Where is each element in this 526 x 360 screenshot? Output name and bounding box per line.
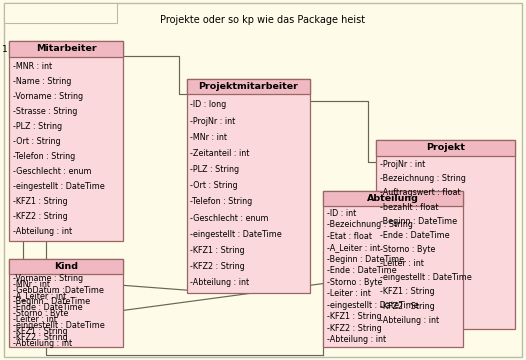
Text: -Abteilung : int: -Abteilung : int: [13, 339, 72, 348]
Text: -Vorname : String: -Vorname : String: [13, 92, 83, 101]
Text: -PLZ : String: -PLZ : String: [13, 122, 62, 131]
Text: -Zeitanteil : int: -Zeitanteil : int: [190, 149, 250, 158]
Text: -Auftragswert : float: -Auftragswert : float: [380, 189, 460, 198]
Text: -KFZ1 : String: -KFZ1 : String: [13, 197, 68, 206]
Text: -Bezeichnung : String: -Bezeichnung : String: [380, 174, 466, 183]
Text: -A_Leiter : int: -A_Leiter : int: [13, 292, 66, 301]
FancyBboxPatch shape: [376, 140, 515, 329]
Text: -MNr : int: -MNr : int: [190, 133, 227, 142]
Text: -ProjNr : int: -ProjNr : int: [380, 160, 425, 169]
Text: -PLZ : String: -PLZ : String: [190, 165, 239, 174]
Text: -ID : long: -ID : long: [190, 100, 227, 109]
Text: Projektmitarbeiter: Projektmitarbeiter: [199, 82, 298, 91]
Text: Projekt: Projekt: [426, 143, 466, 153]
Text: -Leiter : int: -Leiter : int: [380, 259, 423, 268]
Text: -Bezeichnung : String: -Bezeichnung : String: [327, 220, 413, 229]
Text: -Strasse : String: -Strasse : String: [13, 107, 77, 116]
Text: -KFZ2 : String: -KFZ2 : String: [190, 262, 245, 271]
Text: -Beginn : DateTime: -Beginn : DateTime: [13, 297, 90, 306]
Text: -eingestellt : DateTime: -eingestellt : DateTime: [380, 273, 471, 282]
Text: -Storno : Byte: -Storno : Byte: [380, 245, 435, 254]
Text: -Ort : String: -Ort : String: [190, 181, 238, 190]
Text: -Ende : DateTime: -Ende : DateTime: [327, 266, 397, 275]
FancyBboxPatch shape: [376, 140, 515, 156]
Text: -KFZ1 : String: -KFZ1 : String: [380, 287, 434, 296]
Text: -MNr : int: -MNr : int: [13, 280, 50, 289]
Text: -ProjNr : int: -ProjNr : int: [190, 117, 236, 126]
Text: -Telefon : String: -Telefon : String: [13, 152, 75, 161]
FancyBboxPatch shape: [9, 259, 123, 274]
Text: -Ort : String: -Ort : String: [13, 137, 61, 146]
Text: -Ende : DateTime: -Ende : DateTime: [13, 303, 83, 312]
FancyBboxPatch shape: [4, 3, 117, 23]
Text: -Beginn : DateTime: -Beginn : DateTime: [327, 255, 404, 264]
Text: -MNR : int: -MNR : int: [13, 62, 52, 71]
Text: -KFZ1 : String: -KFZ1 : String: [190, 246, 245, 255]
Text: -Abteilung : int: -Abteilung : int: [380, 316, 439, 325]
Text: -eingestellt : DateTime: -eingestellt : DateTime: [327, 301, 419, 310]
Text: -KFZ1 : String: -KFZ1 : String: [327, 312, 382, 321]
Text: -Abteilung : int: -Abteilung : int: [13, 227, 72, 236]
Text: -Abteilung : int: -Abteilung : int: [327, 336, 386, 345]
Text: -ID : int: -ID : int: [327, 209, 357, 218]
Text: -Leiter : int: -Leiter : int: [13, 315, 57, 324]
Text: -Vorname : String: -Vorname : String: [13, 274, 83, 283]
Text: -Etat : float: -Etat : float: [327, 232, 372, 241]
Text: -Beginn : DateTime: -Beginn : DateTime: [380, 217, 457, 226]
Text: -A_Leiter : int: -A_Leiter : int: [327, 243, 380, 252]
Text: Mitarbeiter: Mitarbeiter: [36, 44, 96, 53]
Text: -KFZ2 : String: -KFZ2 : String: [13, 333, 68, 342]
Text: 1: 1: [2, 45, 7, 54]
Text: -Leiter : int: -Leiter : int: [327, 289, 371, 298]
Text: -KFZ1 : String: -KFZ1 : String: [13, 327, 68, 336]
Text: -KFZ2 : String: -KFZ2 : String: [327, 324, 382, 333]
Text: -Geschlecht : enum: -Geschlecht : enum: [190, 213, 269, 222]
FancyBboxPatch shape: [9, 41, 123, 57]
FancyBboxPatch shape: [4, 3, 522, 357]
Text: -Geschlecht : enum: -Geschlecht : enum: [13, 167, 92, 176]
Text: -KFZ2 : String: -KFZ2 : String: [13, 212, 68, 221]
Text: Kind: Kind: [54, 262, 78, 271]
FancyBboxPatch shape: [9, 259, 123, 347]
Text: -Telefon : String: -Telefon : String: [190, 197, 252, 206]
Text: -Name : String: -Name : String: [13, 77, 72, 86]
FancyBboxPatch shape: [9, 41, 123, 241]
Text: -Abteilung : int: -Abteilung : int: [190, 278, 249, 287]
FancyBboxPatch shape: [323, 191, 463, 347]
Text: -Storno : Byte: -Storno : Byte: [13, 309, 68, 318]
Text: Abteilung: Abteilung: [367, 194, 419, 203]
Text: -eingestellt : DateTime: -eingestellt : DateTime: [190, 230, 282, 239]
FancyBboxPatch shape: [323, 191, 463, 206]
FancyBboxPatch shape: [187, 79, 310, 293]
Text: Projekte oder so kp wie das Package heist: Projekte oder so kp wie das Package heis…: [160, 15, 366, 25]
Text: -Ende : DateTime: -Ende : DateTime: [380, 231, 449, 240]
Text: -bezahlt : float: -bezahlt : float: [380, 203, 438, 212]
Text: -KFZ2 : String: -KFZ2 : String: [380, 302, 434, 311]
Text: -GebDatum :DateTime: -GebDatum :DateTime: [13, 285, 104, 294]
Text: -Storno : Byte: -Storno : Byte: [327, 278, 382, 287]
Text: -eingestellt : DateTime: -eingestellt : DateTime: [13, 321, 105, 330]
Text: -eingestellt : DateTime: -eingestellt : DateTime: [13, 182, 105, 191]
FancyBboxPatch shape: [187, 79, 310, 94]
